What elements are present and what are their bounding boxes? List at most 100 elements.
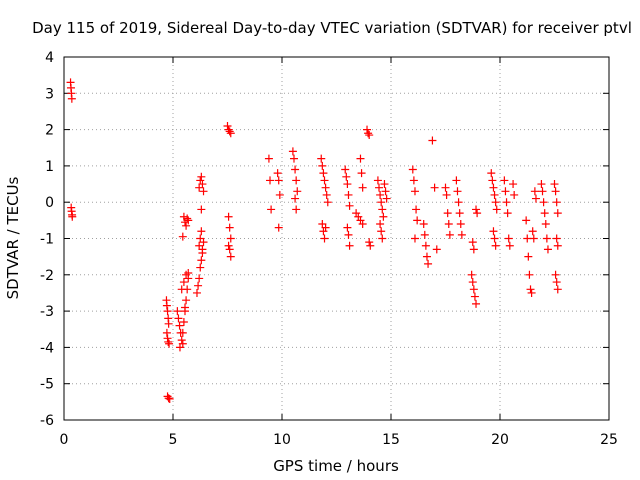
- data-point: [318, 161, 327, 170]
- data-point: [321, 183, 330, 192]
- data-point: [182, 270, 191, 279]
- x-tick-label: 15: [382, 432, 400, 448]
- data-point: [538, 187, 547, 196]
- data-point: [345, 241, 354, 250]
- data-point: [292, 176, 301, 185]
- data-point: [502, 198, 511, 207]
- y-tick-label: 0: [45, 195, 54, 211]
- data-point: [175, 321, 184, 330]
- data-point: [365, 131, 374, 140]
- data-point: [225, 223, 234, 232]
- data-point: [412, 205, 421, 214]
- data-point: [224, 241, 233, 250]
- data-point: [489, 227, 498, 236]
- y-tick-label: 2: [45, 123, 54, 139]
- data-point: [317, 154, 326, 163]
- data-point: [197, 256, 206, 265]
- data-point: [377, 198, 386, 207]
- data-point: [177, 285, 186, 294]
- grid: [64, 57, 609, 420]
- data-point: [319, 169, 328, 178]
- data-point: [428, 136, 437, 145]
- data-point: [174, 314, 183, 323]
- data-point: [375, 183, 384, 192]
- data-point: [320, 176, 329, 185]
- data-point: [454, 198, 463, 207]
- data-point: [527, 288, 536, 297]
- data-point: [198, 245, 207, 254]
- data-point: [379, 212, 388, 221]
- data-point: [274, 176, 283, 185]
- data-point: [196, 263, 205, 272]
- data-point: [164, 319, 173, 328]
- data-point: [341, 165, 350, 174]
- data-point: [501, 187, 510, 196]
- data-point: [408, 165, 417, 174]
- data-point: [543, 245, 552, 254]
- data-point: [323, 198, 332, 207]
- data-point: [343, 223, 352, 232]
- data-point: [528, 227, 537, 236]
- data-point: [413, 216, 422, 225]
- data-point: [456, 219, 465, 228]
- data-point: [273, 169, 282, 178]
- data-point: [376, 219, 385, 228]
- data-points: [66, 78, 562, 403]
- data-point: [226, 234, 235, 243]
- data-point: [162, 328, 171, 337]
- data-point: [182, 221, 191, 230]
- data-point: [197, 172, 206, 181]
- data-point: [489, 183, 498, 192]
- data-point: [192, 288, 201, 297]
- data-point: [380, 180, 389, 189]
- data-point: [531, 194, 540, 203]
- data-point: [539, 198, 548, 207]
- data-point: [164, 337, 173, 346]
- data-point: [444, 219, 453, 228]
- data-point: [442, 190, 451, 199]
- data-point: [509, 180, 518, 189]
- data-point: [364, 129, 373, 138]
- data-point: [537, 180, 546, 189]
- data-point: [291, 194, 300, 203]
- data-point: [274, 223, 283, 232]
- data-point: [468, 278, 477, 287]
- data-point: [196, 176, 205, 185]
- data-point: [491, 241, 500, 250]
- x-tick-label: 0: [60, 432, 69, 448]
- data-point: [184, 268, 193, 277]
- data-point: [225, 245, 234, 254]
- data-point: [553, 285, 562, 294]
- data-point: [503, 209, 512, 218]
- data-point: [365, 238, 374, 247]
- x-axis-label: GPS time / hours: [273, 457, 399, 475]
- y-tick-label: -3: [40, 304, 54, 320]
- data-point: [184, 216, 193, 225]
- chart-title: Day 115 of 2019, Sidereal Day-to-day VTE…: [32, 19, 632, 37]
- data-point: [345, 201, 354, 210]
- data-point: [180, 303, 189, 312]
- data-point: [183, 214, 192, 223]
- data-point: [289, 154, 298, 163]
- data-point: [540, 209, 549, 218]
- data-point: [177, 336, 186, 345]
- data-point: [455, 209, 464, 218]
- data-point: [553, 241, 562, 250]
- data-point: [424, 259, 433, 268]
- data-point: [264, 154, 273, 163]
- data-point: [357, 169, 366, 178]
- data-point: [492, 205, 501, 214]
- data-point: [510, 190, 519, 199]
- data-point: [553, 209, 562, 218]
- data-point: [322, 190, 331, 199]
- data-point: [522, 216, 531, 225]
- data-point: [377, 227, 386, 236]
- data-point: [68, 212, 77, 221]
- data-point: [504, 234, 513, 243]
- data-point: [197, 205, 206, 214]
- data-point: [164, 394, 173, 403]
- data-point: [410, 234, 419, 243]
- data-point: [552, 278, 561, 287]
- data-point: [342, 172, 351, 181]
- data-point: [318, 219, 327, 228]
